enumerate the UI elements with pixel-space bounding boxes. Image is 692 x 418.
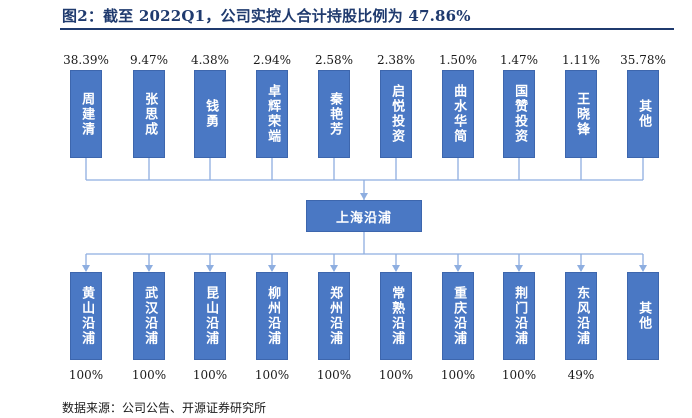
shareholder-name: 曲水华简 xyxy=(451,84,467,144)
subsidiary-box: 东风沿浦 xyxy=(565,272,597,360)
shareholder-name: 启悦投资 xyxy=(389,84,405,144)
shareholder-pct: 2.58% xyxy=(314,53,354,67)
subsidiary-arrow xyxy=(454,265,462,272)
shareholder-box: 周建清 xyxy=(70,70,102,158)
subsidiary-pct: 49% xyxy=(567,368,595,382)
subsidiary-arrow xyxy=(206,265,214,272)
subsidiary-name: 重庆沿浦 xyxy=(451,286,467,346)
shareholder-box: 钱勇 xyxy=(194,70,226,158)
subsidiary-arrow xyxy=(82,265,90,272)
shareholder-name: 钱勇 xyxy=(203,99,219,129)
subsidiary-pct: 100% xyxy=(131,368,167,382)
subsidiary-pct: 100% xyxy=(440,368,476,382)
center-arrow xyxy=(360,193,368,200)
shareholder-pct: 9.47% xyxy=(129,53,169,67)
shareholder-box: 启悦投资 xyxy=(380,70,412,158)
shareholder-box: 张思成 xyxy=(133,70,165,158)
shareholder-name: 其他 xyxy=(636,99,652,129)
subsidiary-arrow xyxy=(145,265,153,272)
shareholder-pct: 38.39% xyxy=(63,53,109,67)
shareholder-name: 秦艳芳 xyxy=(327,91,343,137)
subsidiary-box: 郑州沿浦 xyxy=(318,272,350,360)
subsidiary-box: 荆门沿浦 xyxy=(503,272,535,360)
subsidiary-arrow xyxy=(639,265,647,272)
shareholder-pct: 2.94% xyxy=(252,53,292,67)
subsidiary-pct: 100% xyxy=(378,368,414,382)
subsidiary-name: 其他 xyxy=(636,301,652,331)
center-company-box: 上海沿浦 xyxy=(306,200,422,232)
subsidiary-name: 武汉沿浦 xyxy=(142,286,158,346)
shareholder-box: 其他 xyxy=(627,70,659,158)
shareholder-pct: 35.78% xyxy=(620,53,666,67)
subsidiary-box: 武汉沿浦 xyxy=(133,272,165,360)
shareholder-box: 国赞投资 xyxy=(503,70,535,158)
subsidiary-name: 荆门沿浦 xyxy=(512,286,528,346)
subsidiary-name: 郑州沿浦 xyxy=(327,286,343,346)
subsidiary-pct: 100% xyxy=(316,368,352,382)
shareholder-box: 王晓锋 xyxy=(565,70,597,158)
shareholder-pct: 1.47% xyxy=(499,53,539,67)
subsidiary-pct: 100% xyxy=(501,368,537,382)
subsidiary-pct: 100% xyxy=(254,368,290,382)
subsidiary-box: 昆山沿浦 xyxy=(194,272,226,360)
subsidiary-box: 黄山沿浦 xyxy=(70,272,102,360)
shareholder-box: 曲水华简 xyxy=(442,70,474,158)
subsidiary-name: 黄山沿浦 xyxy=(79,286,95,346)
subsidiary-box: 柳州沿浦 xyxy=(256,272,288,360)
subsidiary-name: 柳州沿浦 xyxy=(265,286,281,346)
shareholder-name: 国赞投资 xyxy=(512,84,528,144)
subsidiary-box: 常熟沿浦 xyxy=(380,272,412,360)
subsidiary-pct: 100% xyxy=(192,368,228,382)
shareholder-name: 张思成 xyxy=(142,91,158,137)
subsidiary-arrow xyxy=(268,265,276,272)
shareholder-name: 卓辉荣端 xyxy=(265,84,281,144)
shareholder-name: 王晓锋 xyxy=(574,91,590,137)
subsidiary-arrow xyxy=(515,265,523,272)
center-company-label: 上海沿浦 xyxy=(335,210,392,226)
shareholder-name: 周建清 xyxy=(79,91,95,137)
subsidiary-name: 昆山沿浦 xyxy=(203,286,219,346)
source-note: 数据来源：公司公告、开源证券研究所 xyxy=(62,401,267,415)
shareholder-pct: 1.11% xyxy=(561,53,601,67)
subsidiary-name: 常熟沿浦 xyxy=(389,286,405,346)
subsidiary-box: 重庆沿浦 xyxy=(442,272,474,360)
subsidiary-box: 其他 xyxy=(627,272,659,360)
shareholder-box: 卓辉荣端 xyxy=(256,70,288,158)
shareholder-pct: 4.38% xyxy=(190,53,230,67)
subsidiary-arrow xyxy=(392,265,400,272)
subsidiary-name: 东风沿浦 xyxy=(574,286,590,346)
shareholder-pct: 1.50% xyxy=(438,53,478,67)
subsidiary-arrow xyxy=(577,265,585,272)
figure-title: 图2：截至 2022Q1，公司实控人合计持股比例为 47.86% xyxy=(62,7,471,25)
subsidiary-pct: 100% xyxy=(68,368,104,382)
shareholder-box: 秦艳芳 xyxy=(318,70,350,158)
subsidiary-arrow xyxy=(330,265,338,272)
title-rule xyxy=(60,28,674,30)
shareholder-pct: 2.38% xyxy=(376,53,416,67)
